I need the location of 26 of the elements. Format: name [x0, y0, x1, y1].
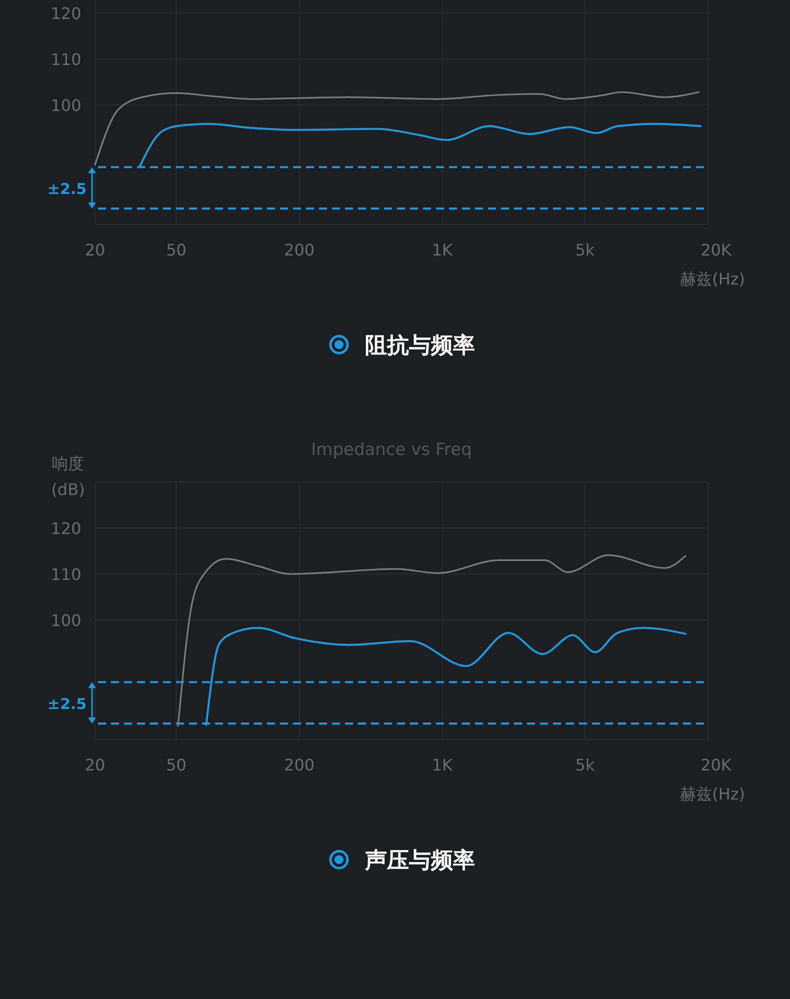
x-tick-label: 1K: [432, 240, 453, 260]
y-tick-label: 120: [50, 519, 82, 538]
y-tick-label: 110: [50, 565, 82, 584]
y-tick-label: 100: [50, 96, 82, 115]
x-tick-label: 20K: [700, 756, 732, 775]
x-tick-label: 50: [166, 240, 186, 260]
y-tick-label: 100: [50, 611, 82, 630]
y-tick-label: 110: [50, 50, 82, 69]
x-tick-label: 5k: [575, 240, 596, 260]
y-tick-label: 120: [50, 4, 82, 23]
x-tick-label: 50: [166, 756, 186, 775]
text: ±2.5: [47, 694, 87, 713]
text: 声压与频率: [364, 848, 475, 874]
x-tick-label: 20: [84, 756, 106, 775]
text: Impedance vs Freq: [311, 440, 472, 460]
x-tick-label: 1K: [432, 756, 453, 775]
text: 阻抗与频率: [365, 332, 475, 359]
x-tick-label: 20: [84, 240, 106, 260]
x-tick-label: 200: [284, 240, 315, 260]
x-axis-title: 赫兹(Hz): [680, 270, 745, 289]
text: ±2.5: [47, 180, 87, 198]
x-axis-title: 赫兹(Hz): [680, 784, 745, 804]
x-tick-label: 200: [284, 756, 315, 775]
x-tick-label: 5k: [575, 756, 596, 775]
y-axis-title: 响度 (dB): [51, 454, 85, 499]
x-tick-label: 20K: [700, 240, 732, 260]
